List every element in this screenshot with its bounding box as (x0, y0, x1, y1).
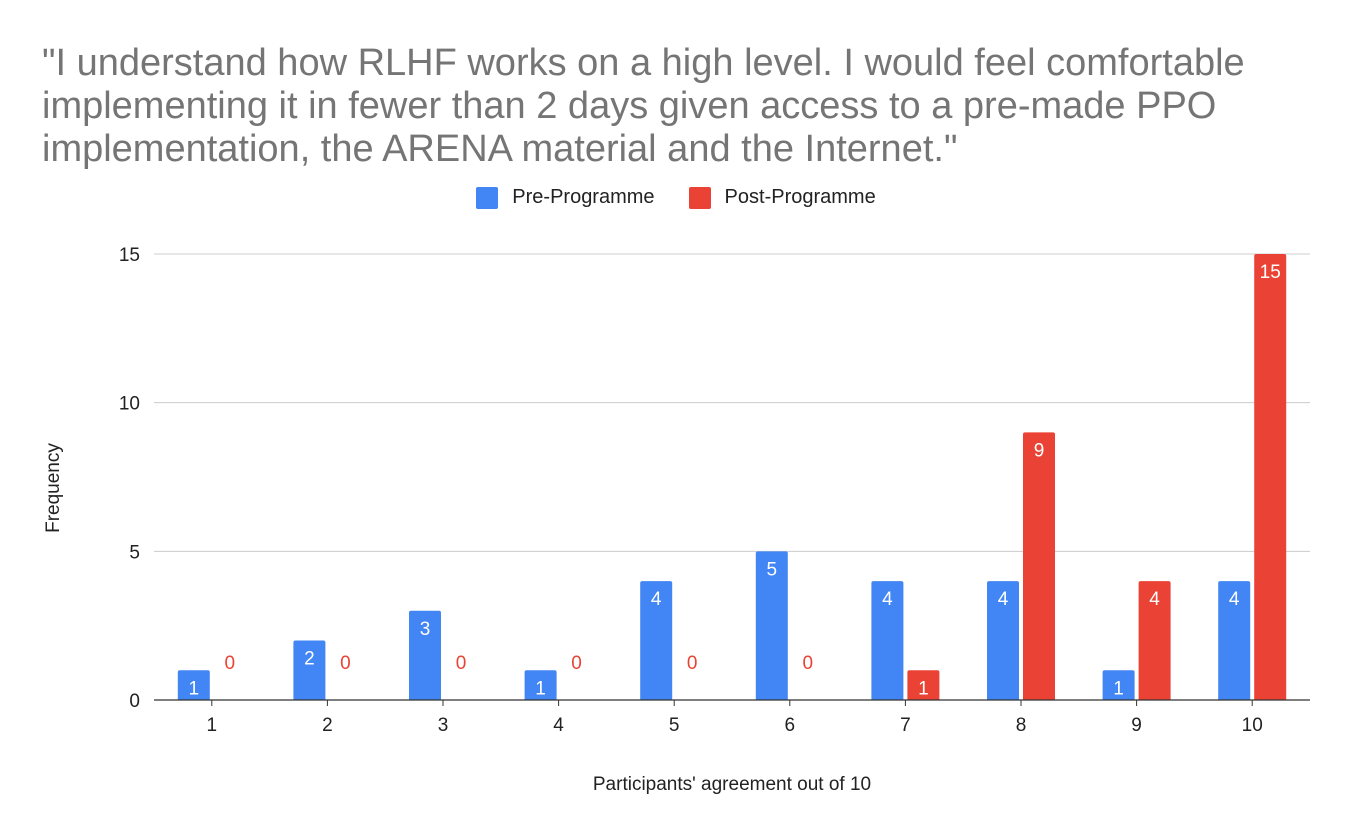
bar-pre-7[interactable] (871, 581, 904, 700)
x-tick-label: 3 (438, 715, 449, 736)
data-label-pre-1: 1 (189, 678, 200, 699)
legend: Pre-Programme Post-Programme (0, 186, 1352, 209)
x-tick-label: 5 (669, 715, 680, 736)
grid-lines (154, 253, 1310, 552)
bar-pre-8[interactable] (987, 581, 1019, 700)
bars (177, 254, 1287, 700)
data-label-pre-5: 4 (651, 589, 662, 610)
y-tick-label: 15 (119, 245, 140, 266)
y-tick-label: 5 (129, 542, 140, 563)
bar-post-7[interactable] (907, 670, 940, 700)
chart-title: "I understand how RLHF works on a high l… (42, 42, 1245, 170)
x-tick-label: 7 (900, 715, 911, 736)
bar-pre-3[interactable] (409, 610, 441, 700)
bar-pre-4[interactable] (524, 670, 557, 700)
data-label-post-5: 0 (687, 653, 698, 674)
data-label-pre-7: 4 (882, 589, 893, 610)
bar-pre-2[interactable] (293, 640, 326, 700)
x-tick-label: 8 (1016, 715, 1027, 736)
y-tick-label: 0 (129, 691, 140, 712)
legend-label-post: Post-Programme (724, 186, 876, 208)
y-axis-label: Frequency (43, 443, 64, 533)
data-label-pre-9: 1 (1113, 678, 1124, 699)
data-label-post-7: 1 (918, 678, 929, 699)
data-label-post-1: 0 (225, 653, 236, 674)
x-tick-label: 9 (1131, 715, 1142, 736)
legend-label-pre: Pre-Programme (512, 186, 655, 208)
legend-item-post[interactable]: Post-Programme (688, 186, 876, 209)
data-label-post-8: 9 (1034, 440, 1045, 461)
data-label-post-2: 0 (340, 653, 351, 674)
data-label-post-6: 0 (803, 653, 814, 674)
y-tick-label: 10 (119, 394, 140, 415)
bar-pre-1[interactable] (177, 670, 210, 700)
bar-post-8[interactable] (1023, 432, 1055, 700)
bar-post-10[interactable] (1254, 254, 1287, 700)
data-label-post-9: 4 (1149, 589, 1160, 610)
x-tick-label: 1 (207, 715, 218, 736)
x-tick-label: 6 (785, 715, 796, 736)
data-label-post-4: 0 (571, 653, 582, 674)
bar-pre-5[interactable] (640, 581, 673, 700)
data-label-pre-6: 5 (767, 559, 778, 580)
data-label-pre-4: 1 (535, 678, 546, 699)
legend-item-pre[interactable]: Pre-Programme (476, 186, 655, 209)
data-label-post-3: 0 (456, 653, 467, 674)
data-label-pre-2: 2 (304, 649, 315, 670)
data-label-pre-3: 3 (420, 619, 431, 640)
x-tick-label: 2 (322, 715, 333, 736)
bar-pre-10[interactable] (1218, 581, 1251, 700)
legend-swatch-pre (476, 186, 499, 209)
x-tick-label: 4 (553, 715, 564, 736)
x-tick-label: 10 (1242, 715, 1263, 736)
x-axis-label: Participants' agreement out of 10 (593, 774, 871, 795)
data-label-pre-8: 4 (998, 589, 1009, 610)
bar-pre-9[interactable] (1102, 670, 1135, 700)
bar-post-9[interactable] (1138, 581, 1171, 700)
legend-swatch-post (688, 186, 711, 209)
bar-pre-6[interactable] (755, 551, 788, 700)
data-label-pre-10: 4 (1229, 589, 1240, 610)
data-label-post-10: 15 (1260, 262, 1281, 283)
